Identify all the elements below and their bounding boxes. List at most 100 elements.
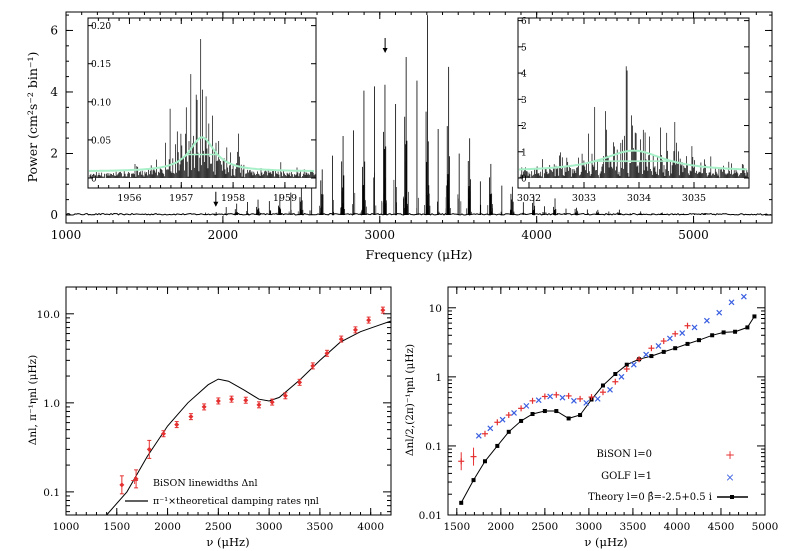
theory-point (519, 418, 524, 423)
bl-legend-theory: π⁻¹×theoretical damping rates ηnl (153, 496, 319, 507)
x-tick-label: 2500 (531, 521, 558, 533)
bison-point (133, 476, 139, 482)
inset-y-tick-label: 0.10 (91, 98, 111, 108)
theory-point (673, 346, 678, 351)
golf-l1-point (630, 361, 637, 368)
top-y-tick-label: 6 (50, 23, 58, 37)
top-x-tick-label: 3000 (365, 228, 396, 242)
bison-point (174, 422, 180, 428)
inset-x-tick-label: 1958 (221, 193, 245, 204)
bison-point (119, 482, 125, 488)
bl-y-axis-label: Δnl, π⁻¹ηnl (μHz) (27, 355, 39, 446)
theory-point (566, 416, 571, 421)
bl-legend-bison: BiSON linewidths Δnl (153, 478, 258, 489)
top-plot-frame (65, 11, 773, 224)
x-tick-label: 4000 (357, 521, 384, 533)
br-legend-marker-square (730, 495, 734, 499)
br-data-points (458, 293, 757, 505)
theory-point (613, 372, 618, 377)
top-x-axis-label: Frequency (μHz) (366, 247, 473, 262)
theory-point (661, 349, 666, 354)
golf-l1-point (523, 402, 530, 409)
inset-y-tick-label: 3 (521, 96, 527, 106)
golf-l1-point (618, 373, 625, 380)
inset-y-tick-label: 0.15 (91, 60, 111, 70)
bison-linewidth-points (119, 306, 386, 495)
theory-point (721, 330, 726, 335)
inset-y-tick-label: 5 (521, 43, 527, 53)
golf-l1-point (691, 324, 698, 331)
theory-point (733, 329, 738, 334)
bison-point (215, 398, 221, 404)
spectrum-baseline (65, 212, 772, 216)
bison-point (380, 307, 386, 313)
golf-l1-point (594, 395, 601, 402)
half-linewidth-panel: 1500 2000 2500 3000 3500 4000 4500 5000 0.01 0.1… (404, 286, 778, 549)
golf-l1-point (643, 351, 650, 358)
x-tick-label: 3000 (256, 521, 283, 533)
theory-point (685, 341, 690, 346)
golf-l1-point (570, 397, 577, 404)
golf-l1-point (716, 309, 723, 316)
y-tick-label: 1 (435, 372, 442, 384)
bl-legend-marker-plus: + (130, 474, 139, 487)
inset-left-spectrum (89, 38, 316, 178)
golf-l1-point (703, 317, 710, 324)
br-legend-marker-plus: + (725, 448, 735, 462)
bison-point (338, 336, 344, 342)
spectrum-arrow-head (382, 47, 388, 53)
theory-point (530, 411, 535, 416)
inset-y-tick-label: 1 (521, 148, 527, 158)
x-tick-label: 2000 (154, 521, 181, 533)
y-tick-label: 10.0 (37, 309, 60, 321)
theory-point (696, 338, 701, 343)
theory-point (459, 500, 464, 505)
bison-point (310, 363, 316, 369)
x-tick-label: 4500 (708, 521, 735, 533)
golf-l1-point (728, 299, 735, 306)
y-tick-label: 10 (429, 303, 442, 315)
bl-legend: + BiSON linewidths Δnl π⁻¹×theoretical d… (125, 474, 319, 507)
theory-point (649, 354, 654, 359)
inset-left: 1956 1957 1958 1959 0 0.05 0.10 0.15 0.20 (87, 17, 317, 204)
bison-point (188, 414, 194, 420)
x-tick-label: 3000 (576, 521, 603, 533)
inset-y-tick-label: 0 (521, 175, 527, 185)
golf-l1-point (511, 410, 517, 416)
inset-x-tick-label: 3032 (517, 193, 541, 204)
y-tick-label: 1.0 (43, 398, 60, 410)
inset-x-tick-label: 1956 (117, 193, 141, 204)
top-x-tick-label: 4000 (521, 228, 552, 242)
inset-x-tick-label: 1959 (273, 193, 297, 204)
inset-left-fit-curve (88, 136, 315, 172)
top-x-tick-label: 2000 (208, 228, 239, 242)
inset-x-tick-label: 1957 (169, 193, 193, 204)
x-tick-label: 2000 (487, 521, 514, 533)
bison-point (352, 327, 358, 333)
theory-point (745, 325, 750, 330)
top-y-axis-label: Power (cm²s⁻² bin⁻¹) (25, 52, 40, 183)
bison-point (243, 397, 249, 403)
x-tick-label: 3500 (307, 521, 334, 533)
linewidth-panel: 1000 1500 2000 2500 3000 3500 4000 0.11.010.0 … (27, 286, 392, 549)
golf-l1-point (499, 416, 506, 423)
br-x-axis-label: ν (μHz) (584, 535, 627, 549)
theory-point (554, 409, 559, 414)
inset-y-tick-label: 0 (91, 175, 97, 185)
br-y-axis-label: Δnl/2,(2π)⁻¹ηnl (μHz) (404, 344, 416, 456)
inset-y-tick-label: 2 (521, 122, 527, 132)
top-x-tick-label: 1000 (51, 228, 82, 242)
inset-y-tick-label: 4 (521, 70, 527, 80)
golf-l1-point (583, 399, 590, 406)
bison-point (229, 396, 235, 402)
spectrum-arrows (213, 37, 388, 207)
bison-point (256, 402, 262, 408)
theory-l0-line (460, 316, 755, 504)
x-tick-label: 2500 (205, 521, 232, 533)
inset-right-spectrum (519, 66, 749, 178)
golf-l1-point (666, 335, 673, 342)
bison-point (366, 317, 372, 323)
golf-l1-point (535, 397, 542, 404)
x-tick-label: 1000 (53, 521, 80, 533)
top-x-tick-labels: 1000 2000 3000 4000 5000 (51, 228, 709, 242)
